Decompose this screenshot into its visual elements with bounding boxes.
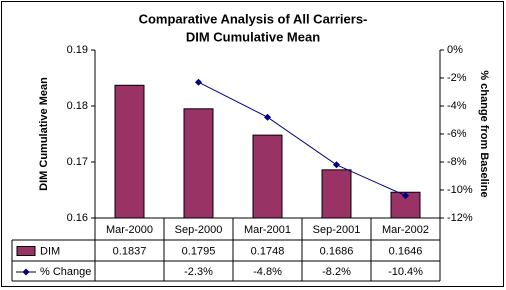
x-tick-label: Sep-2001 <box>313 224 361 236</box>
x-tick-label: Sep-2000 <box>175 224 223 236</box>
line <box>198 81 406 197</box>
table-value: 0.1837 <box>113 245 147 257</box>
y-tick-label: 0.17 <box>67 156 88 168</box>
point <box>333 161 340 169</box>
table-value: 0.1748 <box>251 245 285 257</box>
x-tick-label: Mar-2001 <box>244 224 291 236</box>
y2-tick-label: -8% <box>447 156 467 168</box>
bar <box>252 134 283 219</box>
table-value: 0.1795 <box>182 245 216 257</box>
x-tick-label: Mar-2000 <box>106 224 153 236</box>
legend-label: DIM <box>40 245 60 257</box>
legend-key <box>16 246 36 256</box>
chart-title: DIM Cumulative Mean <box>186 29 320 44</box>
y-tick-label: 0.19 <box>67 44 88 56</box>
y-tick-label: 0.16 <box>67 212 88 224</box>
y2-tick-label: -2% <box>447 72 467 84</box>
table-value: 0.1646 <box>389 245 423 257</box>
x-tick-label: Mar-2002 <box>382 224 429 236</box>
y2-tick-label: -4% <box>447 100 467 112</box>
bar <box>183 108 214 219</box>
table-value: -10.4% <box>388 266 423 278</box>
y2-tick-label: -6% <box>447 128 467 140</box>
point <box>264 113 271 121</box>
y2-tick-label: 0% <box>447 44 463 56</box>
y2-tick-label: -12% <box>447 212 473 224</box>
legend-key <box>22 268 30 276</box>
bar <box>321 169 352 219</box>
table-value: -4.8% <box>253 266 282 278</box>
legend-label: % Change <box>40 266 91 278</box>
y-tick-label: 0.18 <box>67 100 88 112</box>
chart-title: Comparative Analysis of All Carriers- <box>139 11 368 26</box>
y2-axis-title: % change from Baseline <box>478 70 490 197</box>
point <box>195 78 202 86</box>
bar <box>114 84 145 219</box>
table-value: -8.2% <box>322 266 351 278</box>
y-axis-title: DIM Cumulative Mean <box>38 77 50 191</box>
table-value: -2.3% <box>184 266 213 278</box>
point <box>402 192 409 200</box>
y2-tick-label: -10% <box>447 184 473 196</box>
table-value: 0.1686 <box>320 245 354 257</box>
